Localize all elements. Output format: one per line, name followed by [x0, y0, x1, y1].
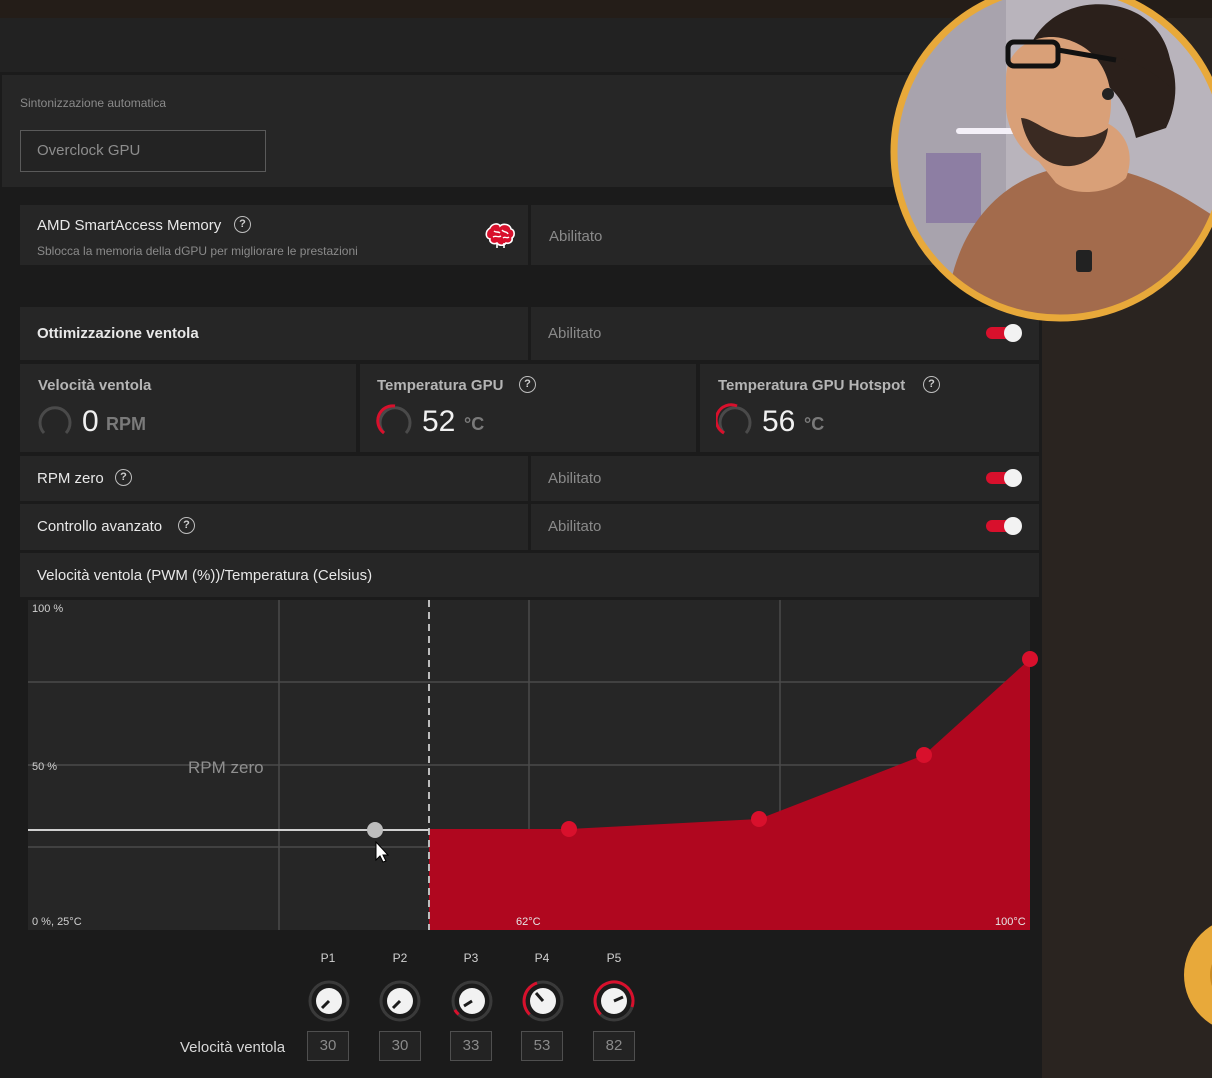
zero-rpm-chart-label: RPM zero [188, 758, 264, 777]
gpu-temp-metric: Temperatura GPU ? 52 °C [360, 364, 696, 452]
zero-rpm-value-row [531, 456, 1039, 501]
x-label-max: 100°C [995, 916, 1026, 928]
curve-point-p2[interactable] [751, 811, 767, 827]
auto-tuning-select[interactable]: Overclock GPU [20, 130, 266, 172]
fan-speed-unit: RPM [106, 414, 146, 434]
sam-title: AMD SmartAccess Memory [37, 217, 222, 234]
webcam-overlay [890, 0, 1212, 322]
zero-rpm-handle[interactable] [367, 822, 383, 838]
point-header-p4: P4 [534, 951, 550, 965]
speed-value-p5[interactable]: 82 [593, 1031, 635, 1061]
hotspot-temp-metric: Temperatura GPU Hotspot ? 56 °C [700, 364, 1039, 452]
advanced-control-toggle[interactable] [986, 516, 1022, 536]
speed-knob-p5[interactable] [592, 979, 636, 1023]
gpu-temp-label: Temperatura GPU [377, 377, 504, 394]
gpu-temp-value: 52 [422, 405, 456, 438]
sam-help-icon[interactable]: ? [234, 216, 251, 233]
fan-speed-gauge-icon [38, 406, 72, 435]
speed-knob-p3[interactable] [450, 979, 494, 1023]
speed-knob-p1[interactable] [307, 979, 351, 1023]
hotspot-temp-gauge-icon [716, 403, 752, 435]
zero-rpm-row [20, 456, 528, 501]
curve-point-p1[interactable] [561, 821, 577, 837]
advanced-control-row [20, 504, 528, 550]
y-label-top: 100 % [32, 603, 63, 615]
fan-tuning-value-row [531, 307, 1039, 360]
auto-tuning-label: Sintonizzazione automatica [20, 96, 167, 110]
zero-rpm-help-icon[interactable]: ? [115, 469, 132, 486]
fan-curve-title: Velocità ventola (PWM (%))/Temperatura (… [37, 567, 373, 584]
hotspot-temp-help-icon[interactable]: ? [923, 376, 940, 393]
zero-rpm-value: Abilitato [548, 470, 602, 487]
sam-value: Abilitato [549, 228, 603, 245]
sam-description: Sblocca la memoria della dGPU per miglio… [37, 244, 358, 258]
zero-rpm-title: RPM zero [37, 470, 104, 487]
hotspot-temp-unit: °C [804, 414, 825, 434]
point-header-p2: P2 [392, 951, 408, 965]
origin-label: 0 %, 25°C [32, 916, 82, 928]
fan-curve-area [429, 659, 1030, 930]
fan-curve-title-row [20, 553, 1039, 597]
sam-row [20, 205, 528, 265]
advanced-control-value-row [531, 504, 1039, 550]
fan-speed-value: 0 [82, 405, 99, 438]
fan-tuning-toggle[interactable] [986, 323, 1022, 343]
x-label-mid: 62°C [516, 916, 541, 928]
curve-point-p5[interactable] [1022, 651, 1038, 667]
advanced-control-help-icon[interactable]: ? [178, 517, 195, 534]
gpu-temp-unit: °C [464, 414, 485, 434]
speed-value-p3[interactable]: 33 [450, 1031, 492, 1061]
y-label-mid: 50 % [32, 761, 57, 773]
hotspot-temp-value: 56 [762, 405, 796, 438]
point-header-p5: P5 [606, 951, 622, 965]
fan-speed-metric: Velocità ventola 0 RPM [20, 364, 356, 452]
gpu-temp-gauge-icon [376, 404, 412, 435]
fan-speed-label: Velocità ventola [38, 377, 152, 394]
speed-knob-p4[interactable] [521, 979, 565, 1023]
gear-icon [1184, 925, 1212, 1025]
speed-value-p4[interactable]: 53 [521, 1031, 563, 1061]
brain-icon [485, 223, 515, 248]
curve-point-p3[interactable] [916, 747, 932, 763]
fan-tuning-title: Ottimizzazione ventola [37, 325, 199, 342]
advanced-control-value: Abilitato [548, 518, 602, 535]
speed-value-p1[interactable]: 30 [307, 1031, 349, 1061]
fan-tuning-row [20, 307, 528, 360]
fan-curve-chart[interactable]: 100 % 50 % 0 %, 25°C RPM zero 62°C 100°C [20, 600, 1039, 933]
header-strip [0, 18, 1042, 72]
speed-value-p2[interactable]: 30 [379, 1031, 421, 1061]
mouse-cursor-icon [375, 840, 390, 863]
speed-knob-p2[interactable] [378, 979, 422, 1023]
advanced-control-title: Controllo avanzato [37, 518, 163, 535]
point-header-p3: P3 [463, 951, 479, 965]
zero-rpm-toggle[interactable] [986, 468, 1022, 488]
fan-speed-row-label: Velocità ventola [180, 1039, 286, 1056]
point-header-p1: P1 [320, 951, 336, 965]
window-top-band [0, 0, 1212, 18]
gpu-temp-help-icon[interactable]: ? [519, 376, 536, 393]
hotspot-temp-label: Temperatura GPU Hotspot [718, 377, 906, 394]
fan-tuning-value: Abilitato [548, 325, 602, 342]
